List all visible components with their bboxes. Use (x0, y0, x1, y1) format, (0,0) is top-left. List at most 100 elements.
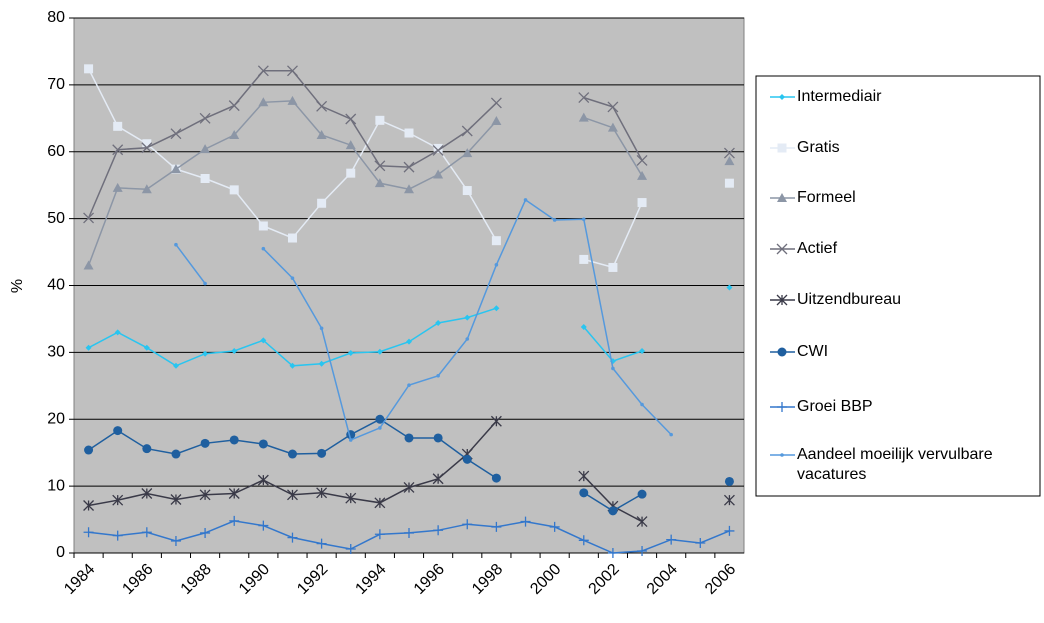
data-point (461, 125, 473, 137)
legend-label: Groei BBP (797, 398, 873, 415)
data-point (141, 184, 152, 194)
data-point (403, 482, 415, 493)
data-point (608, 262, 618, 272)
data-point (433, 143, 443, 153)
legend-label: Intermediair (797, 88, 882, 105)
data-point (141, 527, 152, 538)
data-point (287, 95, 298, 105)
x-tick-label: 1988 (178, 561, 215, 598)
x-tick-label: 2004 (644, 561, 681, 598)
legend-marker (777, 347, 787, 357)
data-point (287, 449, 297, 459)
data-point (578, 535, 589, 546)
data-point (607, 122, 618, 132)
data-point (666, 534, 677, 545)
data-point (723, 494, 735, 506)
legend-label: CWI (797, 343, 828, 360)
data-point (287, 489, 298, 501)
legend-label: Aandeel moeilijk vervulbare vacatures (797, 446, 993, 483)
data-point (579, 488, 589, 498)
x-tick-label: 1992 (294, 561, 331, 598)
data-point (491, 236, 501, 246)
data-point (258, 97, 269, 107)
data-point (345, 492, 357, 504)
data-point (407, 383, 411, 387)
data-point (200, 174, 210, 183)
data-point (316, 487, 328, 499)
data-point (112, 182, 123, 192)
data-point (695, 537, 706, 548)
data-point (83, 260, 94, 270)
data-point (142, 139, 152, 149)
y-tick-label: 40 (47, 277, 65, 294)
data-point (404, 184, 414, 194)
data-point (462, 519, 473, 530)
data-point (462, 454, 472, 464)
y-tick-label: 60 (47, 143, 65, 160)
data-point (257, 474, 269, 486)
data-point (578, 112, 589, 122)
data-point (170, 164, 181, 174)
data-point (607, 548, 618, 558)
data-point (113, 121, 123, 131)
x-tick-label: 1990 (236, 561, 273, 598)
data-point (231, 348, 238, 355)
data-point (404, 128, 414, 138)
data-point (723, 147, 735, 159)
y-tick-label: 50 (47, 210, 65, 227)
y-tick-label: 70 (47, 76, 65, 93)
data-point (345, 113, 357, 125)
data-point (290, 276, 295, 280)
data-point (404, 527, 414, 538)
data-point (523, 198, 528, 202)
data-point (317, 448, 327, 458)
data-point (611, 366, 615, 371)
data-point (493, 305, 500, 312)
data-point (174, 242, 178, 247)
data-point (637, 489, 647, 499)
data-point (258, 221, 268, 231)
data-point (317, 198, 327, 208)
x-tick-label: 2002 (586, 561, 623, 598)
data-point (199, 489, 211, 501)
data-point (464, 314, 471, 321)
data-point (112, 530, 123, 541)
legend-marker (777, 143, 787, 153)
data-point (433, 433, 443, 443)
legend-marker (777, 193, 787, 202)
data-point (84, 445, 94, 455)
data-point (171, 449, 181, 459)
y-tick-label: 0 (56, 544, 65, 561)
y-tick-label: 30 (47, 344, 65, 361)
legend-label: Gratis (797, 139, 840, 156)
data-point (636, 516, 648, 528)
legend-marker (776, 294, 788, 306)
data-point (257, 65, 269, 77)
data-point (229, 435, 239, 445)
data-point (345, 140, 356, 150)
y-tick-label: 80 (47, 9, 65, 26)
data-point (200, 438, 210, 448)
data-point (637, 198, 647, 208)
data-point (114, 329, 121, 336)
data-point (640, 402, 644, 407)
data-point (637, 545, 648, 556)
x-tick-label: 2006 (702, 561, 739, 598)
data-point (578, 470, 590, 482)
data-point (141, 488, 153, 499)
data-point (83, 527, 94, 538)
data-point (436, 373, 440, 378)
legend-box (755, 75, 1041, 497)
data-point (403, 161, 415, 173)
data-point (347, 350, 354, 357)
data-point (83, 500, 95, 511)
data-point (491, 521, 502, 532)
x-tick-label: 1998 (469, 561, 506, 598)
data-point (346, 168, 356, 178)
x-tick-label: 2000 (527, 561, 564, 598)
data-point (636, 154, 648, 166)
data-point (228, 100, 240, 112)
data-point (432, 144, 444, 156)
